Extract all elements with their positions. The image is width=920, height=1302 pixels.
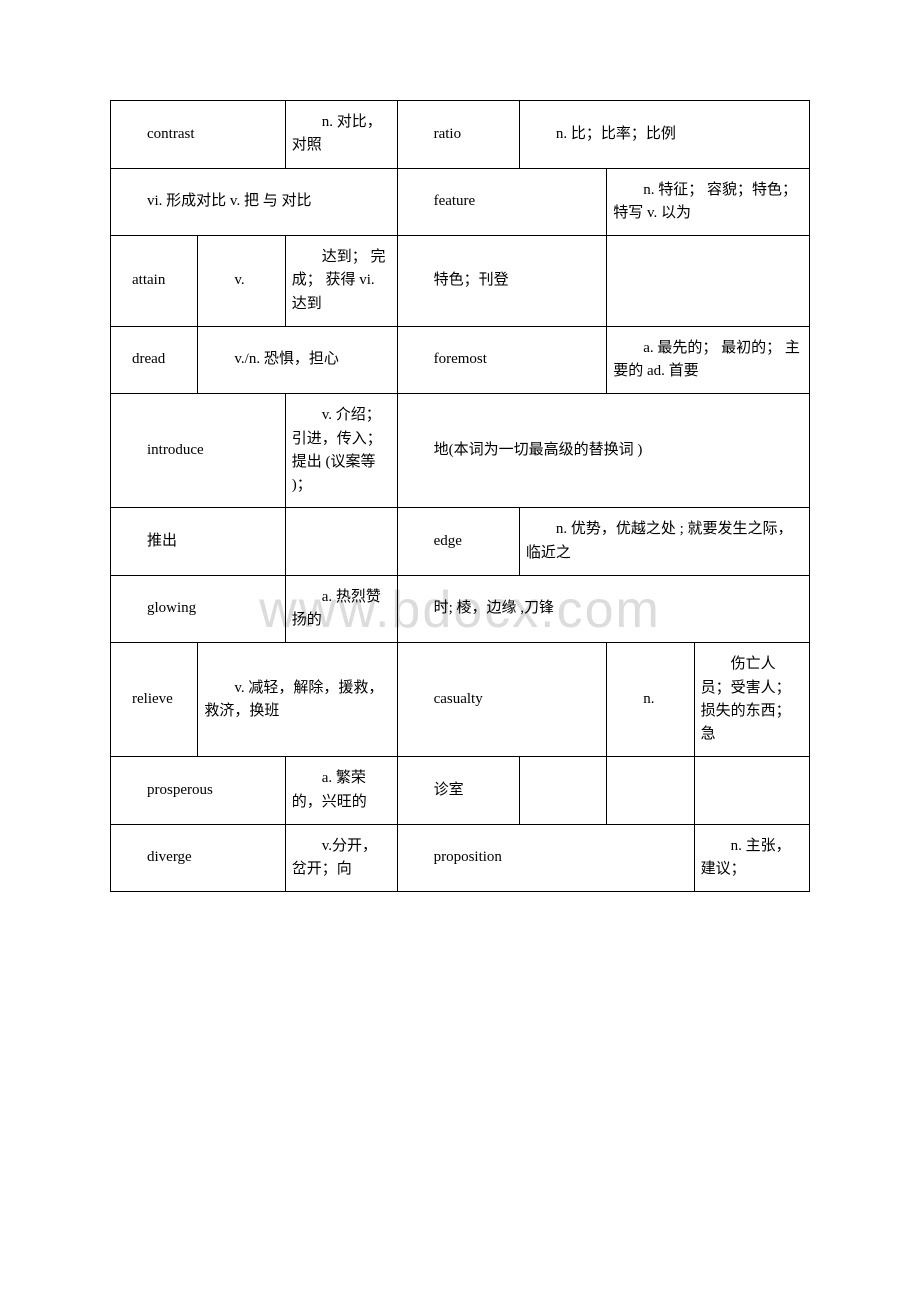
table-cell: attain: [111, 236, 198, 327]
vocab-table: contrastn. 对比，对照ration. 比；比率；比例vi. 形成对比 …: [110, 100, 810, 892]
table-cell: [694, 757, 809, 825]
table-cell: introduce: [111, 394, 286, 508]
table-cell: 伤亡人员；受害人；损失的东西；急: [694, 643, 809, 757]
table-row: attainv.达到； 完成； 获得 vi. 达到特色；刊登: [111, 236, 810, 327]
table-cell: [519, 757, 606, 825]
table-cell: casualty: [397, 643, 607, 757]
table-cell: edge: [397, 508, 519, 576]
table-row: dreadv./n. 恐惧，担心foremosta. 最先的； 最初的； 主要的…: [111, 326, 810, 394]
table-cell: prosperous: [111, 757, 286, 825]
table-row: contrastn. 对比，对照ration. 比；比率；比例: [111, 101, 810, 169]
table-row: glowinga. 热烈赞扬的时; 棱，边缘 ,刀锋: [111, 575, 810, 643]
table-cell: diverge: [111, 824, 286, 892]
table-cell: n.: [607, 643, 694, 757]
table-row: divergev.分开，岔开；向propositionn. 主张，建议；: [111, 824, 810, 892]
table-cell: n. 对比，对照: [285, 101, 397, 169]
table-cell: proposition: [397, 824, 694, 892]
table-cell: [285, 508, 397, 576]
table-cell: vi. 形成对比 v. 把 与 对比: [111, 168, 398, 236]
table-cell: glowing: [111, 575, 286, 643]
table-row: introducev. 介绍； 引进，传入； 提出 (议案等 )；地(本词为一切…: [111, 394, 810, 508]
table-cell: 时; 棱，边缘 ,刀锋: [397, 575, 809, 643]
table-cell: 达到； 完成； 获得 vi. 达到: [285, 236, 397, 327]
table-cell: foremost: [397, 326, 607, 394]
table-cell: a. 繁荣的，兴旺的: [285, 757, 397, 825]
table-cell: 地(本词为一切最高级的替换词 ): [397, 394, 809, 508]
table-cell: 诊室: [397, 757, 519, 825]
table-cell: n. 优势，优越之处 ; 就要发生之际， 临近之: [519, 508, 809, 576]
table-cell: v.分开，岔开；向: [285, 824, 397, 892]
table-cell: [607, 757, 694, 825]
table-cell: relieve: [111, 643, 198, 757]
table-cell: v.: [198, 236, 285, 327]
table-cell: v. 减轻，解除，援救，救济，换班: [198, 643, 397, 757]
table-cell: n. 特征； 容貌；特色；特写 v. 以为: [607, 168, 810, 236]
table-cell: contrast: [111, 101, 286, 169]
table-cell: 特色；刊登: [397, 236, 607, 327]
table-cell: a. 最先的； 最初的； 主要的 ad. 首要: [607, 326, 810, 394]
table-row: relievev. 减轻，解除，援救，救济，换班casualtyn.伤亡人员；受…: [111, 643, 810, 757]
table-cell: [607, 236, 810, 327]
table-cell: n. 比；比率；比例: [519, 101, 809, 169]
table-cell: a. 热烈赞扬的: [285, 575, 397, 643]
table-cell: ratio: [397, 101, 519, 169]
table-cell: n. 主张，建议；: [694, 824, 809, 892]
table-row: 推出 edgen. 优势，优越之处 ; 就要发生之际， 临近之: [111, 508, 810, 576]
table-cell: dread: [111, 326, 198, 394]
table-cell: feature: [397, 168, 607, 236]
table-container: contrastn. 对比，对照ration. 比；比率；比例vi. 形成对比 …: [110, 100, 810, 892]
table-cell: v./n. 恐惧，担心: [198, 326, 397, 394]
table-row: prosperousa. 繁荣的，兴旺的诊室: [111, 757, 810, 825]
table-row: vi. 形成对比 v. 把 与 对比featuren. 特征； 容貌；特色；特写…: [111, 168, 810, 236]
table-cell: v. 介绍； 引进，传入； 提出 (议案等 )；: [285, 394, 397, 508]
table-cell: 推出: [111, 508, 286, 576]
